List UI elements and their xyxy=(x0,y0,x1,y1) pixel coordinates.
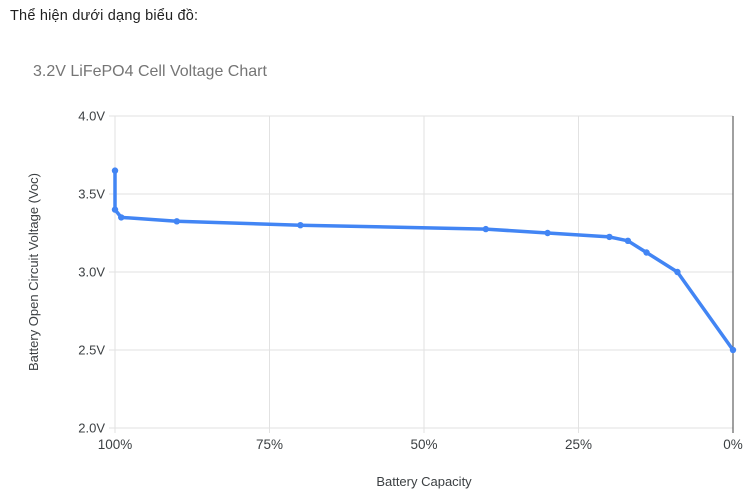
y-tick-label: 2.0V xyxy=(78,421,105,436)
x-tick-label: 100% xyxy=(98,437,133,452)
x-tick-label: 25% xyxy=(565,437,592,452)
y-tick-label: 3.0V xyxy=(78,265,105,280)
intro-text: Thể hiện dưới dạng biểu đồ: xyxy=(10,8,199,24)
gridlines xyxy=(109,115,734,433)
y-tick-label: 4.0V xyxy=(78,109,105,124)
voltage-line-series xyxy=(111,167,737,354)
data-point xyxy=(297,222,304,229)
y-axis-title: Battery Open Circuit Voltage (Voc) xyxy=(26,173,41,371)
data-point xyxy=(606,233,613,241)
x-tick-label: 50% xyxy=(410,437,437,452)
x-axis-title: Battery Capacity xyxy=(376,474,472,489)
y-tick-label: 2.5V xyxy=(78,343,105,358)
data-point xyxy=(643,249,650,256)
x-tick-label: 0% xyxy=(723,437,743,452)
chart-title: 3.2V LiFePO4 Cell Voltage Chart xyxy=(33,63,267,80)
data-point xyxy=(482,225,489,233)
data-point xyxy=(111,167,119,174)
data-point xyxy=(173,218,180,225)
data-point xyxy=(544,229,551,237)
data-point xyxy=(674,268,681,276)
data-point xyxy=(111,206,119,213)
data-point xyxy=(729,346,737,354)
y-tick-label: 3.5V xyxy=(78,187,105,202)
data-point xyxy=(118,214,125,221)
x-tick-label: 75% xyxy=(256,437,283,452)
data-point xyxy=(624,237,632,244)
